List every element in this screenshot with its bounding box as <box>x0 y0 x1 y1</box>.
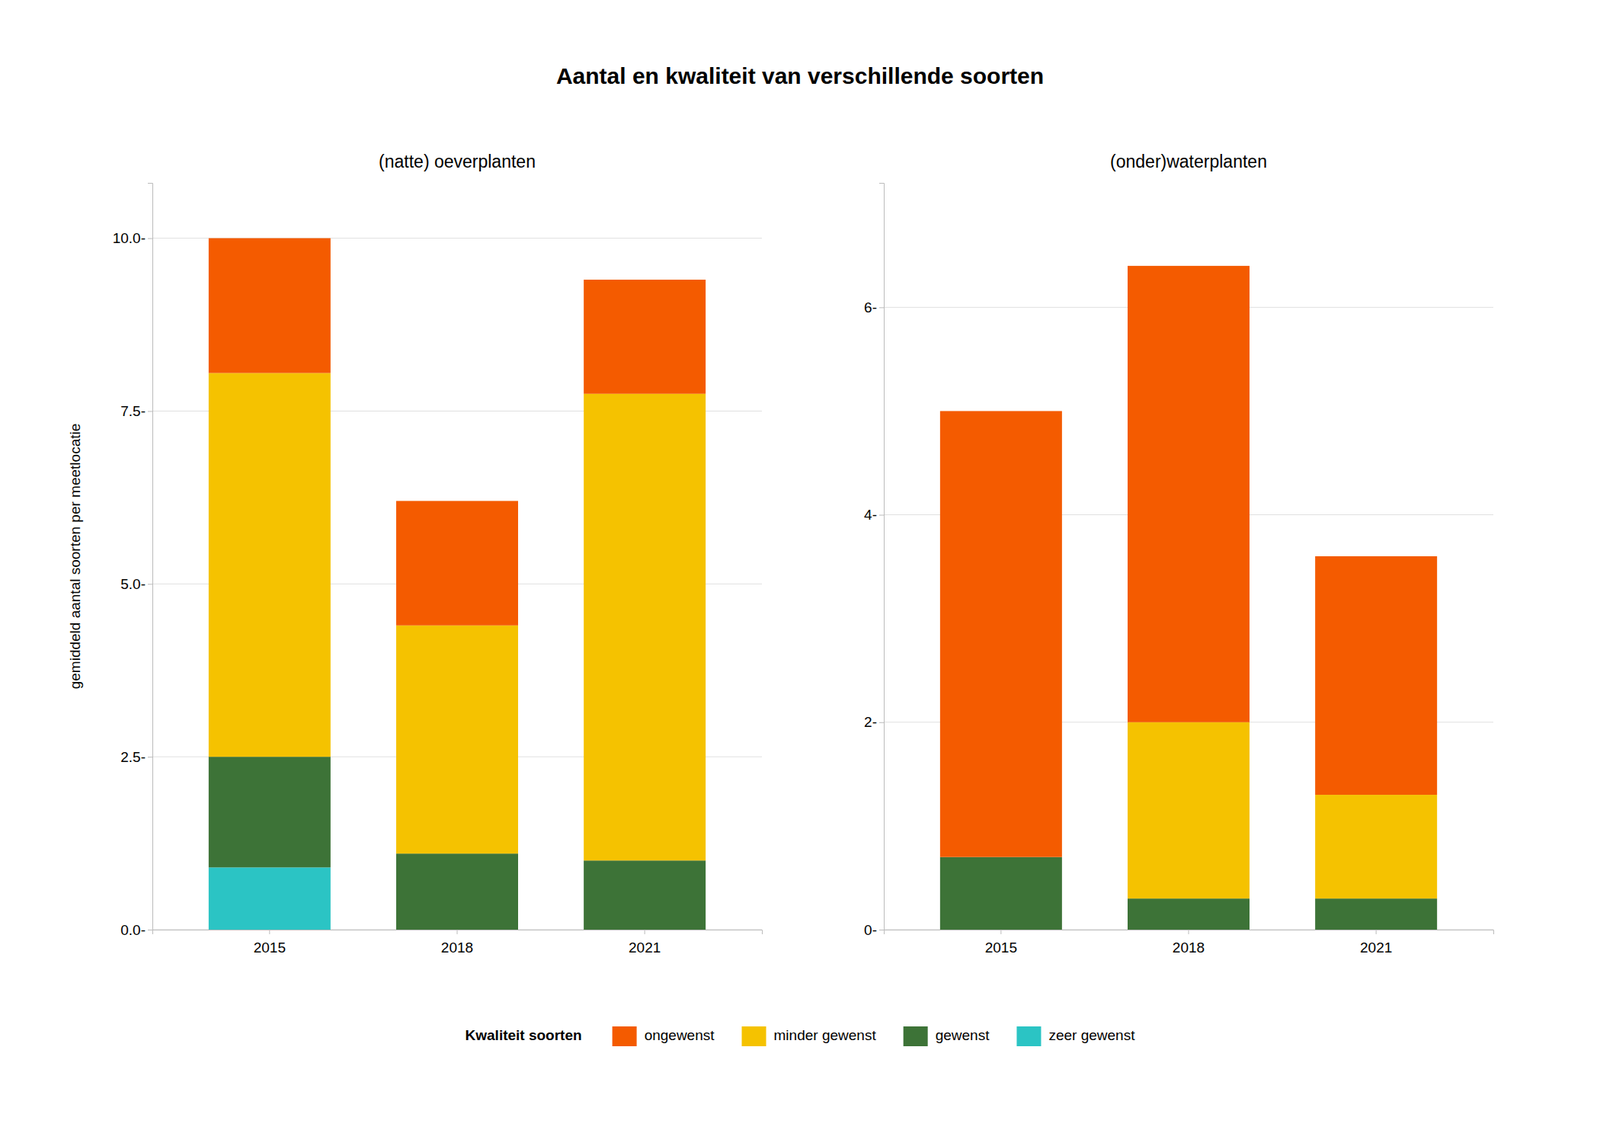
bar <box>1315 898 1437 930</box>
bar <box>208 238 331 374</box>
y-tick-mark <box>147 756 153 758</box>
y-tick-label: 0.0- <box>120 921 146 938</box>
bar <box>396 625 519 854</box>
x-tick-mark <box>1376 929 1377 935</box>
bar <box>208 756 331 868</box>
legend-label: ongewenst <box>644 1027 716 1044</box>
x-axis: 2015 2018 2021 <box>884 929 1495 956</box>
y-tick-mark <box>147 410 153 412</box>
legend-label: zeer gewenst <box>1048 1027 1136 1044</box>
bar <box>396 500 519 625</box>
x-tick-label: 2021 <box>1360 939 1392 956</box>
x-tick-mark <box>1000 929 1002 935</box>
x-tick: 2015 <box>985 929 1018 956</box>
bar-series <box>940 265 1437 858</box>
x-axis: 2015 2018 2021 <box>153 929 763 956</box>
legend-item: ongewenst <box>612 1026 716 1047</box>
legend-swatch <box>742 1026 767 1047</box>
y-tick-mark <box>147 929 153 931</box>
x-tick-label: 2015 <box>253 939 286 956</box>
x-tick: 2021 <box>628 929 661 956</box>
y-axis-line <box>147 183 154 931</box>
x-tick: 2018 <box>441 929 474 956</box>
legend-label: gewenst <box>935 1027 990 1044</box>
x-tick-mark <box>457 929 458 935</box>
legend-swatch <box>612 1026 637 1047</box>
bar <box>583 393 706 861</box>
legend-title: Kwaliteit soorten <box>465 1027 583 1044</box>
bar <box>208 867 331 930</box>
y-tick: 4- <box>864 506 884 523</box>
bar <box>583 279 706 394</box>
x-tick: 2018 <box>1172 929 1205 956</box>
y-tick-mark <box>147 238 153 240</box>
legend: Kwaliteit soorten ongewenst minder gewenst… <box>465 1026 1136 1047</box>
x-tick-mark <box>644 929 646 935</box>
chart-root: Aantal en kwaliteit van verschillende so… <box>0 0 1600 1143</box>
y-tick-label: 5.0- <box>120 576 146 592</box>
bar <box>1315 556 1437 795</box>
y-tick: 10.0- <box>112 230 153 247</box>
x-axis-line <box>884 930 1495 935</box>
chart-title: Aantal en kwaliteit van verschillende so… <box>556 63 1044 89</box>
panel: 0.0- 2.5- 5.0- 7.5- 10.0- 2015 2018 2021 (natte)… <box>67 151 763 956</box>
bar <box>396 853 519 930</box>
y-tick: 2.5- <box>120 748 153 765</box>
bar <box>208 373 331 758</box>
bar-series <box>208 373 706 861</box>
x-tick-label: 2015 <box>985 939 1018 956</box>
x-tick-mark <box>268 929 270 935</box>
panel-subtitle: (onder)waterplanten <box>1110 151 1268 172</box>
bar <box>1127 722 1250 899</box>
x-tick-label: 2018 <box>441 939 474 956</box>
bar <box>940 857 1063 930</box>
y-tick-mark <box>879 307 884 308</box>
x-tick: 2021 <box>1360 929 1392 956</box>
y-tick-label: 7.5- <box>120 403 146 420</box>
y-axis-line <box>879 183 885 931</box>
x-tick-mark <box>1188 929 1190 935</box>
bar <box>1315 794 1437 899</box>
y-tick: 0- <box>864 921 884 938</box>
bar-series <box>208 867 331 930</box>
bar-series <box>208 238 706 626</box>
legend-label: minder gewenst <box>774 1027 877 1044</box>
y-tick: 0.0- <box>120 921 153 938</box>
y-tick: 7.5- <box>120 403 153 420</box>
y-tick-mark <box>879 722 884 724</box>
y-axis-title: gemiddeld aantal soorten per meetlocatie <box>67 423 84 690</box>
x-tick: 2015 <box>253 929 286 956</box>
legend-item: gewenst <box>903 1026 990 1047</box>
y-tick-label: 2.5- <box>120 748 146 765</box>
legend-item: zeer gewenst <box>1016 1026 1136 1047</box>
y-tick-label: 0- <box>864 921 877 938</box>
bars <box>208 238 706 930</box>
y-tick-mark <box>147 583 153 585</box>
x-tick-label: 2021 <box>628 939 661 956</box>
y-tick: 5.0- <box>120 576 153 592</box>
y-axis: 0.0- 2.5- 5.0- 7.5- 10.0- <box>112 183 154 938</box>
panel: 0- 2- 4- 6- 2015 2018 2021 (onder)waterplanten <box>864 151 1494 956</box>
bar <box>1127 265 1250 723</box>
x-axis-line <box>153 930 763 935</box>
panel-subtitle: (natte) oeverplanten <box>378 151 536 172</box>
y-tick-label: 10.0- <box>112 230 146 247</box>
y-axis: 0- 2- 4- 6- <box>864 183 884 938</box>
y-tick-label: 2- <box>864 713 877 730</box>
y-tick: 2- <box>864 713 884 730</box>
y-tick-mark <box>879 929 884 931</box>
bar <box>583 860 706 930</box>
bars <box>940 265 1437 930</box>
y-tick-label: 4- <box>864 506 877 523</box>
legend-swatch <box>1016 1026 1041 1047</box>
bar <box>940 410 1063 857</box>
y-tick-mark <box>879 515 884 516</box>
y-tick-label: 6- <box>864 299 877 316</box>
legend-swatch <box>903 1026 928 1047</box>
bar <box>1127 898 1250 930</box>
grid <box>152 238 762 930</box>
y-tick: 6- <box>864 299 884 316</box>
x-tick-label: 2018 <box>1172 939 1205 956</box>
legend-item: minder gewenst <box>742 1026 877 1047</box>
